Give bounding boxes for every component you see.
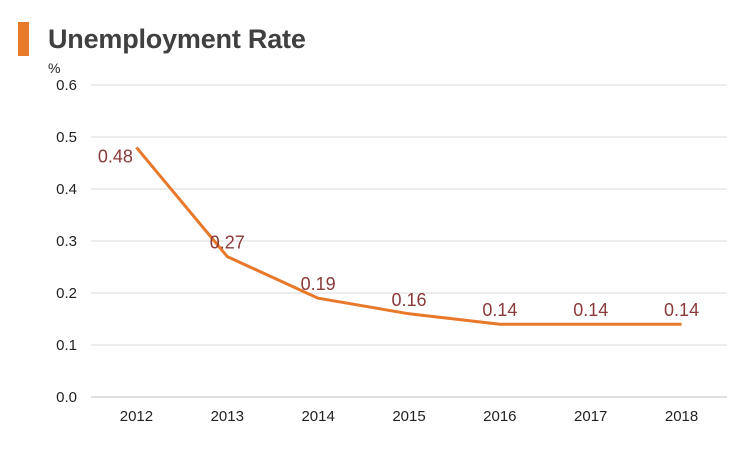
y-axis-unit-label: % [48,60,60,76]
y-tick-label: 0.4 [56,181,77,198]
y-tick-label: 0.0 [56,389,77,406]
gridlines [91,84,727,346]
data-label: 0.19 [301,274,336,294]
x-tick-label: 2017 [574,408,607,425]
x-tick-label: 2012 [120,408,153,425]
x-tick-label: 2018 [665,408,698,425]
series-line [135,146,682,326]
data-label: 0.14 [573,300,608,320]
data-label: 0.14 [664,300,699,320]
x-tick-label: 2015 [392,408,425,425]
y-tick-label: 0.2 [56,285,77,302]
title-accent-bar [18,22,29,56]
x-axis-ticks: 2012 2013 2014 2015 2016 2017 2018 [120,408,699,425]
data-label: 0.27 [210,233,245,253]
data-label: 0.48 [98,146,133,166]
x-tick-label: 2013 [211,408,244,425]
y-tick-label: 0.5 [56,129,77,146]
y-tick-label: 0.6 [56,77,77,94]
x-tick-label: 2014 [301,408,334,425]
chart-title: Unemployment Rate [48,24,306,54]
data-label: 0.14 [482,300,517,320]
y-tick-label: 0.1 [56,337,77,354]
x-tick-label: 2016 [483,408,516,425]
data-labels: 0.48 0.27 0.19 0.16 0.14 0.14 0.14 [98,146,699,320]
y-axis-ticks: 0.0 0.1 0.2 0.3 0.4 0.5 0.6 [56,77,77,406]
y-tick-label: 0.3 [56,233,77,250]
data-label: 0.16 [391,290,426,310]
